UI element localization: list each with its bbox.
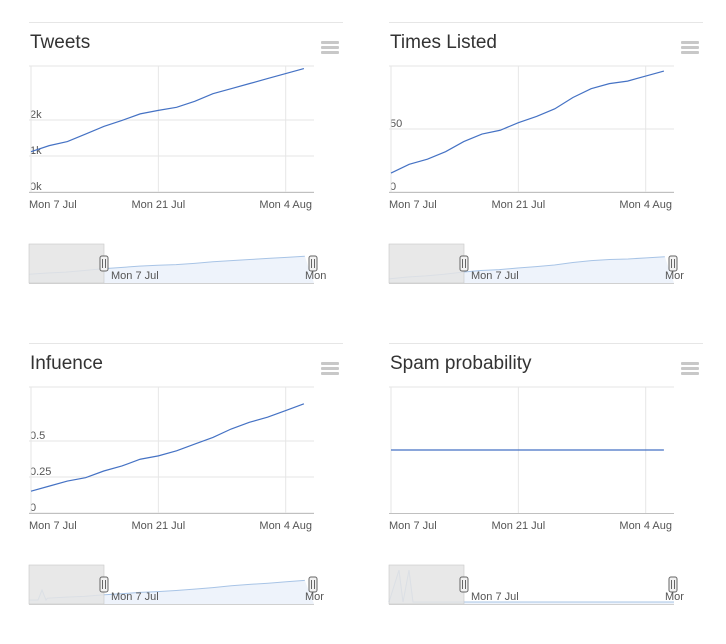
y-tick-label: 0k [30, 181, 42, 193]
y-tick-label: 0.25 [30, 466, 51, 478]
y-tick-label: 2k [30, 109, 42, 121]
navigator-right-handle[interactable] [668, 576, 678, 593]
x-tick-label: Mon 4 Aug [619, 520, 672, 532]
x-tick-label: Mon 21 Jul [491, 520, 545, 532]
x-tick-label: Mon 21 Jul [491, 199, 545, 211]
navigator-label: Mon 7 Jul [111, 591, 159, 603]
panel-times-listed: Times Listed 0 50 Mon 7 Jul Mon 21 Jul Mon 4… [388, 22, 703, 322]
panel-influence: Infuence 0 0.25 0.5 Mon 7 Jul Mon 21 Jul Mon … [28, 343, 343, 643]
navigator-label: Mor [665, 591, 684, 603]
navigator-right-handle[interactable] [308, 576, 318, 593]
navigator-right-handle[interactable] [308, 255, 318, 272]
chart-title: Tweets [30, 32, 91, 53]
y-tick-label: 0 [390, 181, 396, 193]
chart-title: Spam probability [390, 353, 532, 374]
navigator-label: Mon [305, 270, 326, 282]
panel-tweets: Tweets 0k 1k 2k Mon 7 Jul Mon 21 Jul Mon 4 Au… [28, 22, 343, 322]
x-tick-label: Mon 4 Aug [619, 199, 672, 211]
hamburger-menu-icon[interactable] [681, 41, 699, 55]
chart-svg: 0 50 Mon 7 Jul Mon 21 Jul Mon 4 Aug Mon 7 Jul… [388, 65, 684, 284]
navigator-mask [388, 564, 465, 605]
series-line [30, 67, 305, 153]
y-tick-label: 1k [30, 145, 42, 157]
navigator-label: Mor [665, 270, 684, 282]
x-tick-label: Mon 21 Jul [131, 520, 185, 532]
chart-svg: Mon 7 Jul Mon 21 Jul Mon 4 Aug Mon 7 Jul Mor [388, 386, 684, 605]
navigator-right-handle[interactable] [668, 255, 678, 272]
series-line [390, 70, 665, 174]
navigator-label: Mon 7 Jul [471, 591, 519, 603]
x-tick-label: Mon 7 Jul [389, 520, 437, 532]
panel-divider [29, 22, 343, 23]
navigator-label: Mor [305, 591, 324, 603]
panel-spam-probability: Spam probability Mon 7 Jul Mon 21 Jul Mon … [388, 343, 703, 643]
chart-svg: 0k 1k 2k Mon 7 Jul Mon 21 Jul Mon 4 Aug Mon 7 … [28, 65, 326, 284]
panel-divider [389, 22, 703, 23]
x-tick-label: Mon 7 Jul [29, 520, 77, 532]
navigator-left-handle[interactable] [99, 576, 109, 593]
chart-title: Infuence [30, 353, 103, 374]
hamburger-menu-icon[interactable] [681, 362, 699, 376]
panel-divider [29, 343, 343, 344]
navigator-label: Mon 7 Jul [111, 270, 159, 282]
panel-divider [389, 343, 703, 344]
navigator-label: Mon 7 Jul [471, 270, 519, 282]
navigator-mask [28, 564, 105, 605]
hamburger-menu-icon[interactable] [321, 362, 339, 376]
navigator-mask [28, 243, 105, 284]
hamburger-menu-icon[interactable] [321, 41, 339, 55]
chart-svg: 0 0.25 0.5 Mon 7 Jul Mon 21 Jul Mon 4 Aug Mon … [28, 386, 324, 605]
x-tick-label: Mon 21 Jul [131, 199, 185, 211]
navigator-left-handle[interactable] [459, 255, 469, 272]
x-tick-label: Mon 4 Aug [259, 520, 312, 532]
navigator-left-handle[interactable] [99, 255, 109, 272]
y-tick-label: 50 [390, 118, 402, 130]
x-tick-label: Mon 7 Jul [29, 199, 77, 211]
navigator-mask [388, 243, 465, 284]
navigator-left-handle[interactable] [459, 576, 469, 593]
x-tick-label: Mon 4 Aug [259, 199, 312, 211]
y-tick-label: 0 [30, 502, 36, 514]
series-line [30, 403, 305, 492]
x-tick-label: Mon 7 Jul [389, 199, 437, 211]
chart-title: Times Listed [390, 32, 497, 53]
y-tick-label: 0.5 [30, 430, 45, 442]
